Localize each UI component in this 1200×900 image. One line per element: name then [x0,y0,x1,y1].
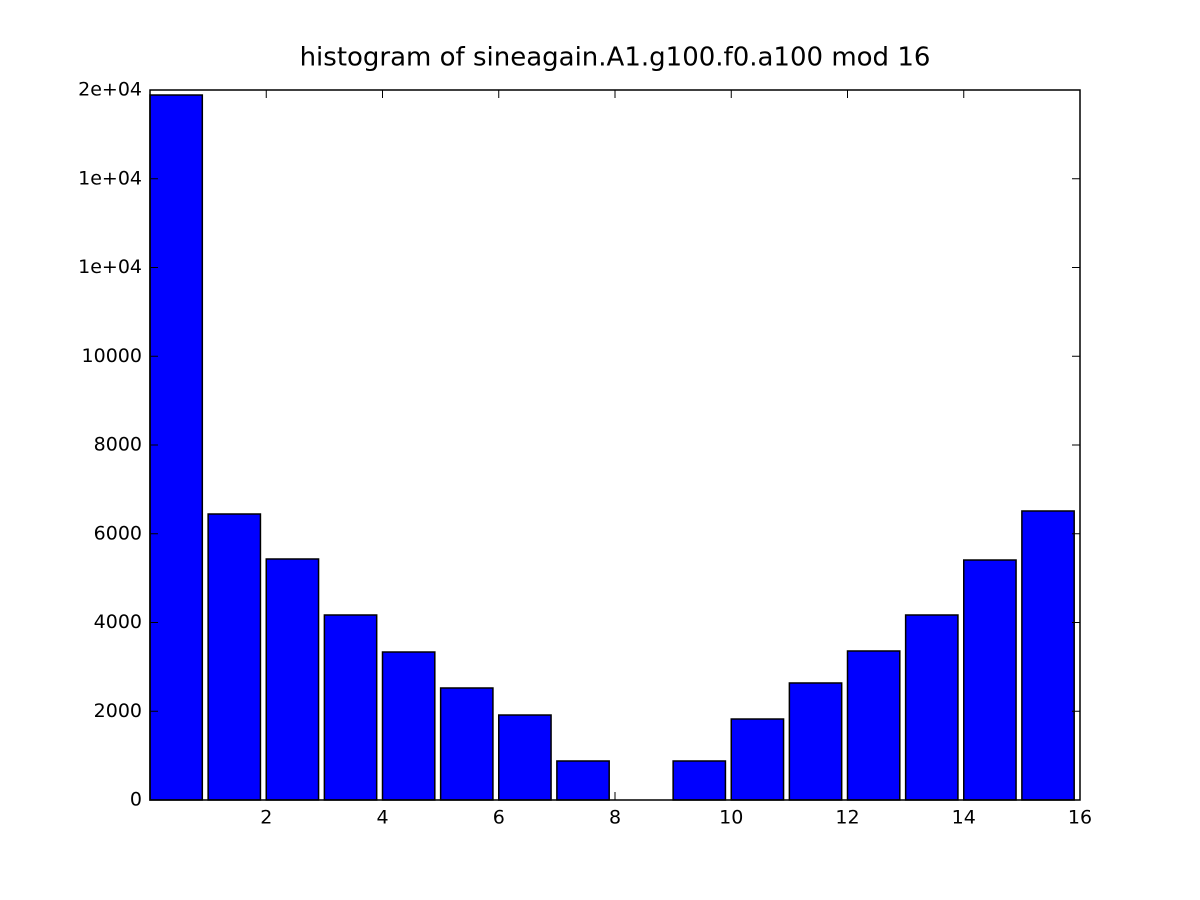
y-tick-label: 10000 [82,345,142,367]
bar [149,94,204,801]
bar [323,614,378,801]
bar [904,614,959,801]
bar [439,687,494,801]
x-tick-label: 10 [719,807,743,829]
y-tick-label: 1e+04 [78,256,142,278]
bar [265,558,320,801]
x-tick-label: 4 [376,807,388,829]
bar [556,760,610,801]
x-tick-label: 8 [609,807,621,829]
x-tick-label: 2 [260,807,272,829]
bar [207,513,262,801]
x-tick-label: 6 [493,807,505,829]
y-tick-label: 1e+04 [78,167,142,189]
bar [1021,510,1075,801]
x-tick-label: 16 [1068,807,1092,829]
chart-title: histogram of sineagain.A1.g100.f0.a100 m… [300,43,931,73]
y-tick-label: 6000 [94,522,142,544]
x-tick-label: 14 [952,807,976,829]
bar [788,682,843,801]
y-tick-label: 8000 [94,434,142,456]
x-tick-label: 12 [835,807,859,829]
bar [963,559,1017,801]
y-tick-label: 2e+04 [78,79,142,101]
y-tick-label: 0 [130,789,142,811]
bar [730,718,785,801]
bar [846,650,901,801]
bar [498,714,552,801]
bar [672,760,727,801]
y-tick-label: 4000 [94,611,142,633]
bar [381,651,436,801]
y-tick-label: 2000 [94,700,142,722]
